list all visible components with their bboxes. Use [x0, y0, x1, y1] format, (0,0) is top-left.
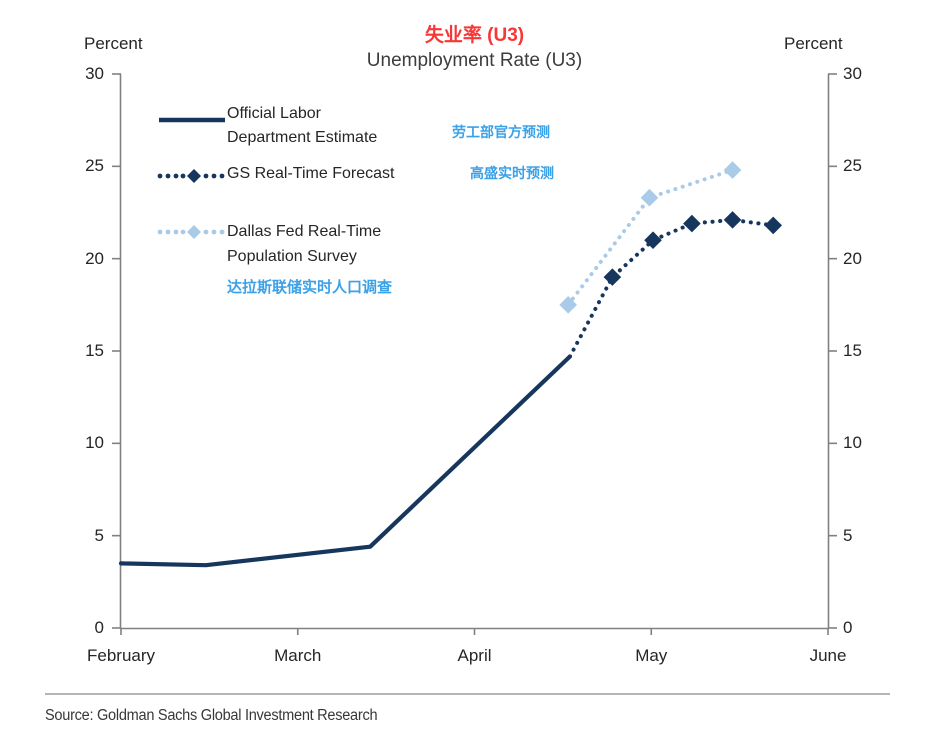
y-axis-unit-left: Percent — [84, 34, 143, 53]
y-tick-label: 30 — [843, 64, 862, 83]
x-tick-label: March — [274, 646, 322, 665]
y-tick-label: 10 — [85, 433, 104, 453]
y-tick-label: 15 — [85, 341, 104, 360]
y-axis-unit-right: Percent — [784, 34, 843, 53]
y-tick-label: 0 — [94, 618, 104, 637]
y-tick-label: 5 — [843, 525, 853, 545]
x-tick-label: February — [86, 646, 156, 665]
y-tick-label: 30 — [85, 64, 104, 83]
chart-title: Unemployment Rate (U3) — [366, 50, 583, 71]
y-tick-label: 10 — [843, 433, 862, 453]
x-tick-label: April — [457, 646, 492, 665]
chart-title-chinese: 失业率 (U3) — [424, 25, 525, 46]
source-attribution: Source: Goldman Sachs Global Investment … — [45, 707, 378, 724]
x-tick-label: May — [635, 646, 668, 665]
y-tick-label: 20 — [85, 248, 104, 268]
y-tick-label: 15 — [843, 341, 862, 360]
y-tick-label: 25 — [85, 156, 104, 176]
footer-divider — [45, 693, 890, 695]
y-tick-label: 20 — [843, 248, 862, 268]
y-tick-label: 5 — [94, 525, 104, 545]
y-tick-label: 25 — [843, 156, 862, 176]
x-tick-label: June — [809, 646, 847, 665]
y-tick-label: 0 — [843, 618, 853, 637]
